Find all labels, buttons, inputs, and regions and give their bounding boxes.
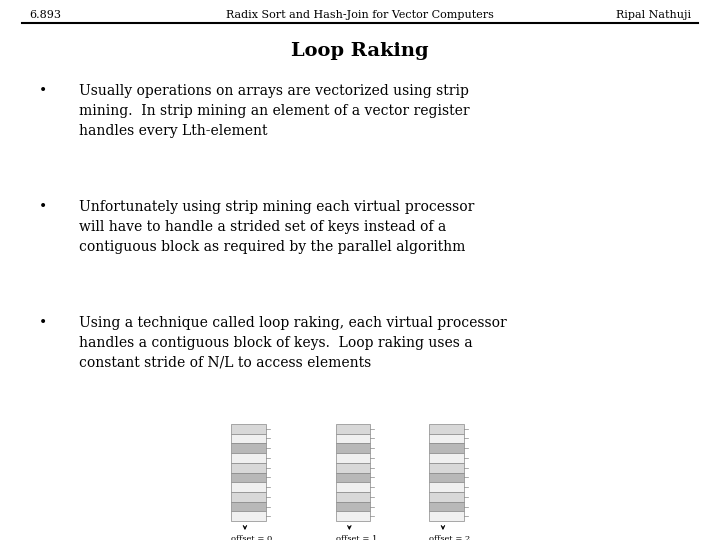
Text: Ripal Nathuji: Ripal Nathuji (616, 10, 691, 20)
Bar (336, 502, 370, 511)
Bar (336, 424, 370, 434)
Text: •: • (39, 316, 48, 330)
Bar (429, 463, 464, 472)
Bar (429, 443, 464, 453)
Bar (429, 482, 464, 492)
Bar (429, 511, 464, 521)
Bar (429, 492, 464, 502)
Bar (231, 453, 266, 463)
Bar (336, 511, 370, 521)
Text: 6.893: 6.893 (29, 10, 60, 20)
Bar (231, 502, 266, 511)
Bar (429, 424, 464, 434)
Bar (231, 472, 266, 482)
Text: •: • (39, 84, 48, 98)
Bar (336, 463, 370, 472)
Bar (429, 434, 464, 443)
Text: Radix Sort and Hash-Join for Vector Computers: Radix Sort and Hash-Join for Vector Comp… (226, 10, 494, 20)
Bar (336, 472, 370, 482)
Bar (429, 502, 464, 511)
Text: offset = 2: offset = 2 (429, 535, 470, 540)
Bar (336, 492, 370, 502)
Text: offset = 0: offset = 0 (231, 535, 272, 540)
Text: Loop Raking: Loop Raking (291, 42, 429, 60)
Text: •: • (39, 200, 48, 214)
Bar (231, 482, 266, 492)
Text: Unfortunately using strip mining each virtual processor
will have to handle a st: Unfortunately using strip mining each vi… (79, 200, 474, 254)
Text: Usually operations on arrays are vectorized using strip
mining.  In strip mining: Usually operations on arrays are vectori… (79, 84, 470, 138)
Bar (231, 463, 266, 472)
Bar (231, 443, 266, 453)
Bar (231, 492, 266, 502)
Text: Using a technique called loop raking, each virtual processor
handles a contiguou: Using a technique called loop raking, ea… (79, 316, 507, 370)
Bar (336, 482, 370, 492)
Bar (336, 453, 370, 463)
Bar (231, 424, 266, 434)
Bar (231, 511, 266, 521)
Text: offset = 1: offset = 1 (336, 535, 377, 540)
Bar (429, 472, 464, 482)
Bar (231, 434, 266, 443)
Bar (336, 443, 370, 453)
Bar (429, 453, 464, 463)
Bar (336, 434, 370, 443)
